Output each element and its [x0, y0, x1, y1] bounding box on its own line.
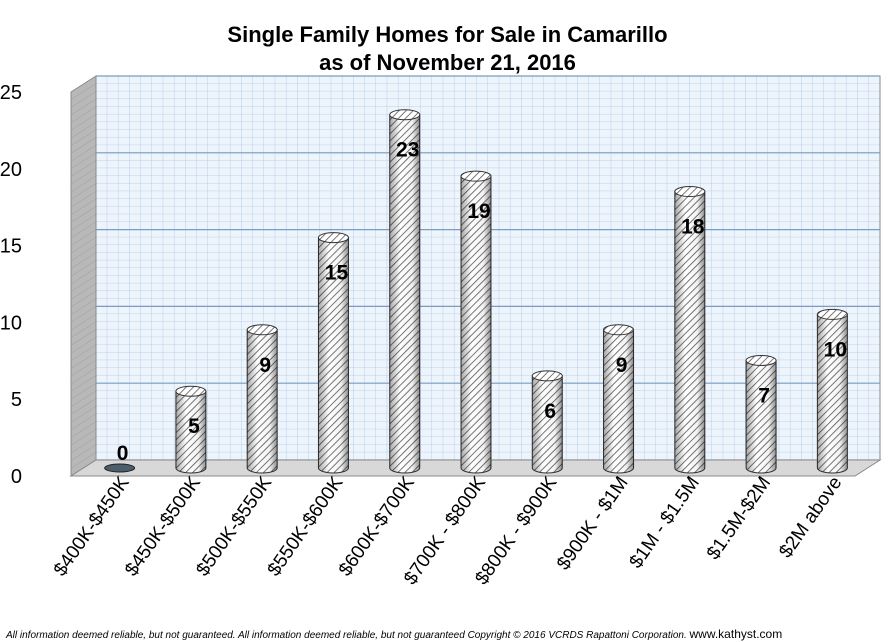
bar-shade — [175, 391, 206, 473]
bar: 9 — [603, 324, 635, 474]
bar: 18 — [674, 186, 706, 474]
bar-shade — [817, 314, 848, 473]
x-tick-label: $900K - $1M — [553, 473, 633, 574]
bar-top — [104, 463, 136, 473]
x-tick-label: $400K-$450K — [50, 473, 134, 581]
data-label: 23 — [396, 139, 419, 162]
x-tick-label: $1.5M-$2M — [703, 473, 775, 564]
bar: 10 — [816, 308, 848, 474]
y-tick-label: 25 — [0, 82, 22, 104]
footer-website: www.kathyst.com — [689, 627, 783, 641]
bar: 5 — [175, 385, 207, 474]
bar: 7 — [745, 354, 777, 474]
x-tick-label: $500K-$550K — [192, 473, 276, 581]
x-tick-label: $2M above — [775, 473, 846, 562]
bar-top — [175, 385, 207, 397]
y-tick-label: 20 — [0, 159, 22, 181]
bar-shade — [746, 360, 777, 473]
footer: All information deemed reliable, but not… — [6, 627, 782, 641]
bar-shade — [674, 191, 705, 473]
x-tick-label: $550K-$600K — [264, 473, 348, 581]
bar: 19 — [460, 170, 492, 474]
data-label: 6 — [544, 400, 556, 423]
bar-top — [317, 232, 349, 244]
bar-top — [745, 354, 777, 366]
bar: 0 — [104, 442, 136, 473]
bar-top — [389, 109, 421, 121]
data-label: 7 — [758, 384, 770, 407]
bar-shade — [247, 329, 278, 473]
y-tick-label: 0 — [11, 466, 22, 488]
bar-shade — [389, 114, 420, 473]
data-label: 9 — [259, 354, 271, 377]
bar-top — [816, 308, 848, 320]
bar: 23 — [389, 109, 421, 474]
y-tick-label: 5 — [11, 389, 22, 411]
bar: 15 — [317, 232, 349, 474]
data-label: 5 — [188, 415, 200, 438]
footer-disclaimer: All information deemed reliable, but not… — [6, 630, 687, 641]
data-label: 18 — [681, 216, 705, 239]
bar-top — [460, 170, 492, 182]
bar-shade — [603, 329, 634, 473]
y-tick-label: 10 — [0, 312, 22, 334]
bar-shade — [461, 176, 491, 473]
bar: 6 — [531, 370, 563, 474]
y-tick-label: 15 — [0, 236, 22, 258]
x-tick-label: $600K-$700K — [335, 473, 419, 581]
bar-shade — [318, 237, 349, 473]
x-tick-label: $1M - $1.5M — [626, 473, 704, 572]
chart-title: Single Family Homes for Sale in Camarill… — [227, 22, 668, 47]
bar-top — [603, 324, 635, 336]
bar-top — [674, 186, 706, 198]
x-tick-label: $450K-$500K — [121, 473, 205, 581]
bar-top — [246, 324, 278, 336]
bar-shade — [532, 375, 563, 473]
data-label: 10 — [824, 338, 847, 361]
bar-top — [531, 370, 563, 382]
data-label: 15 — [325, 262, 349, 285]
bar: 9 — [246, 324, 278, 474]
data-label: 19 — [467, 200, 490, 223]
data-label: 0 — [117, 442, 129, 465]
data-label: 9 — [616, 354, 628, 377]
chart-subtitle: as of November 21, 2016 — [319, 50, 576, 75]
